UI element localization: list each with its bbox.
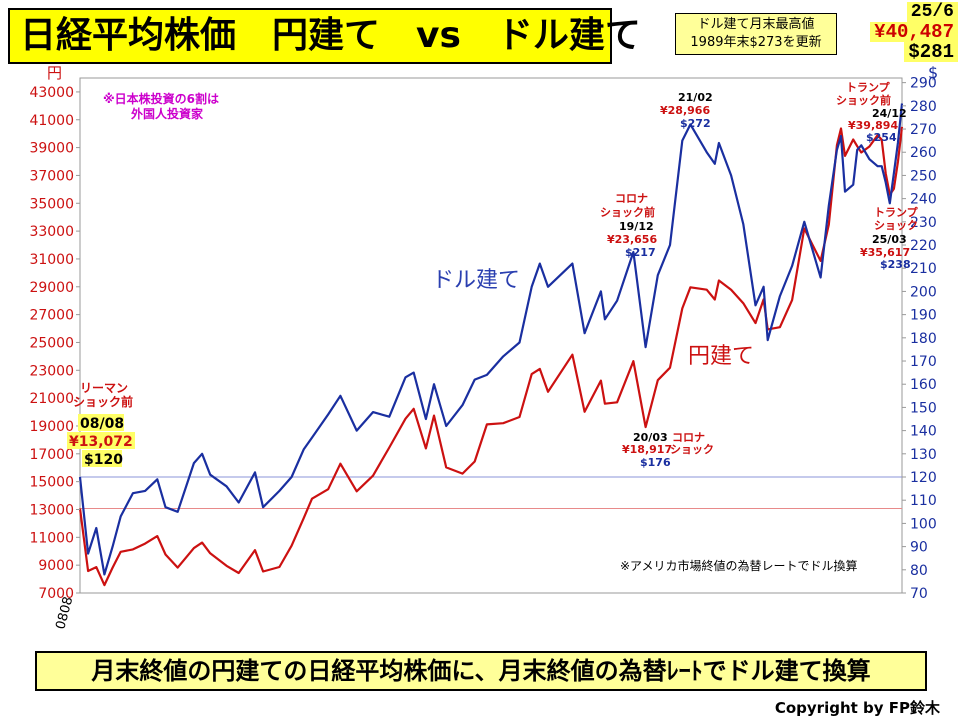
- peak-yen: ¥28,966: [660, 104, 710, 117]
- y-left-tick-label: 25000: [29, 335, 74, 351]
- y-right-tick-label: 230: [910, 215, 937, 231]
- y-left-tick-label: 17000: [29, 447, 74, 463]
- usd-series-label: ドル建て: [432, 268, 520, 293]
- y-right-tick-label: 220: [910, 238, 937, 254]
- y-left-tick-label: 15000: [29, 475, 74, 491]
- corona-low-yen: ¥18,917: [622, 443, 672, 456]
- start-usd-bg: [82, 450, 122, 467]
- latest-yen: ¥40,487: [870, 22, 958, 42]
- corona-low-usd: $176: [640, 456, 671, 469]
- y-left-unit: 円: [47, 64, 62, 82]
- latest-month: 25/6: [906, 2, 958, 22]
- trump-pre-date: 24/12: [872, 107, 907, 120]
- y-right-tick-label: 140: [910, 424, 937, 440]
- y-right-tick-label: 190: [910, 308, 937, 324]
- y-right-tick-label: 150: [910, 400, 937, 416]
- y-right-tick-label: 100: [910, 516, 937, 532]
- record-note-line2: 1989年末$273を更新: [690, 35, 822, 50]
- y-left-tick-label: 13000: [29, 502, 74, 518]
- y-right-tick-label: 70: [910, 586, 928, 602]
- peak-date: 21/02: [678, 91, 713, 104]
- lehman-label-1: リーマン: [80, 381, 128, 395]
- start-usd: $120: [84, 452, 123, 468]
- trump-label-2: ショック: [874, 219, 918, 232]
- y-right-tick-label: 120: [910, 470, 937, 486]
- y-left-tick-label: 27000: [29, 308, 74, 324]
- yen-series-line: [78, 126, 904, 587]
- y-right-tick-label: 260: [910, 145, 937, 161]
- y-left-tick-label: 19000: [29, 419, 74, 435]
- record-note-line1: ドル建て月末最高値: [697, 17, 815, 32]
- y-left-tick-label: 37000: [29, 168, 74, 184]
- lehman-label-2: ショック前: [73, 394, 133, 409]
- y-right-tick-label: 160: [910, 377, 937, 393]
- y-left-tick-label: 33000: [29, 224, 74, 240]
- trump-label-1: トランプ: [874, 205, 919, 219]
- y-right-tick-label: 80: [910, 563, 928, 579]
- y-left-tick-label: 7000: [38, 586, 74, 602]
- trump-usd: $238: [880, 258, 911, 271]
- trump-pre-label-2: ショック前: [836, 93, 891, 107]
- y-right-tick-label: 130: [910, 447, 937, 463]
- y-left-tick-label: 21000: [29, 391, 74, 407]
- y-right-tick-label: 270: [910, 122, 937, 138]
- y-left-tick-label: 41000: [29, 113, 74, 129]
- latest-usd: $281: [904, 42, 958, 62]
- investor-note-line1: ※日本株投資の6割は: [103, 91, 219, 106]
- corona-low-date: 20/03: [633, 431, 668, 444]
- trump-date: 25/03: [872, 233, 907, 246]
- chart-title: 日経平均株価 円建て vs ドル建て: [8, 8, 641, 64]
- y-left-tick-label: 43000: [29, 85, 74, 101]
- y-right-tick-label: 110: [910, 493, 937, 509]
- copyright: Copyright by FP鈴木: [774, 699, 940, 717]
- y-left-tick-label: 11000: [29, 530, 74, 546]
- trump-pre-label-1: トランプ: [846, 80, 891, 94]
- y-right-tick-label: 90: [910, 540, 928, 556]
- y-right-tick-label: 250: [910, 168, 937, 184]
- y-right-tick-label: 290: [910, 76, 937, 92]
- y-right-tick-label: 280: [910, 99, 937, 115]
- corona-pre-label-1: コロナ: [615, 192, 648, 205]
- trump-pre-usd: $254: [866, 131, 897, 144]
- usd-series-line: [78, 103, 904, 576]
- investor-note-line2: 外国人投資家: [131, 106, 204, 121]
- corona-pre-yen: ¥23,656: [607, 233, 657, 246]
- y-left-tick-label: 35000: [29, 196, 74, 212]
- corona-pre-label-2: ショック前: [600, 205, 655, 219]
- corona-pre-date: 19/12: [619, 220, 654, 233]
- y-right-tick-label: 180: [910, 331, 937, 347]
- y-right-tick-label: 170: [910, 354, 937, 370]
- latest-values: 25/6 ¥40,487 $281: [846, 2, 958, 62]
- y-left-tick-label: 23000: [29, 363, 74, 379]
- y-left-tick-label: 31000: [29, 252, 74, 268]
- yen-series-label: 円建て: [688, 344, 754, 369]
- y-right-unit: $: [928, 63, 938, 82]
- y-left-tick-label: 9000: [38, 558, 74, 574]
- fx-conversion-note: ※アメリカ市場終値の為替レートでドル換算: [620, 558, 857, 573]
- start-date: 08/08: [80, 416, 124, 432]
- start-date-bg: [78, 414, 124, 431]
- footer-caption: 月末終値の円建ての日経平均株価に、月末終値の為替ﾚｰﾄでドル建て換算: [35, 651, 927, 691]
- y-left-tick-label: 29000: [29, 280, 74, 296]
- y-right-tick-label: 240: [910, 192, 937, 208]
- y-left-tick-label: 39000: [29, 141, 74, 157]
- y-right-tick-label: 200: [910, 284, 937, 300]
- chart-area: 7000 9000 11000 13000 15000 17000 19000 21000 23…: [29, 63, 938, 631]
- corona-low-label-1: コロナ: [672, 431, 705, 444]
- start-yen-bg: [67, 432, 135, 449]
- record-note: ドル建て月末最高値 1989年末$273を更新: [675, 13, 837, 55]
- plot-frame: [79, 77, 903, 594]
- trump-pre-yen: ¥39,894: [848, 119, 898, 132]
- y-right-tick-label: 210: [910, 261, 937, 277]
- peak-usd: $272: [680, 117, 711, 130]
- start-yen: ¥13,072: [69, 434, 133, 450]
- corona-pre-usd: $217: [625, 246, 656, 259]
- corona-low-label-2: ショック: [670, 443, 714, 456]
- trump-yen: ¥35,617: [860, 246, 910, 259]
